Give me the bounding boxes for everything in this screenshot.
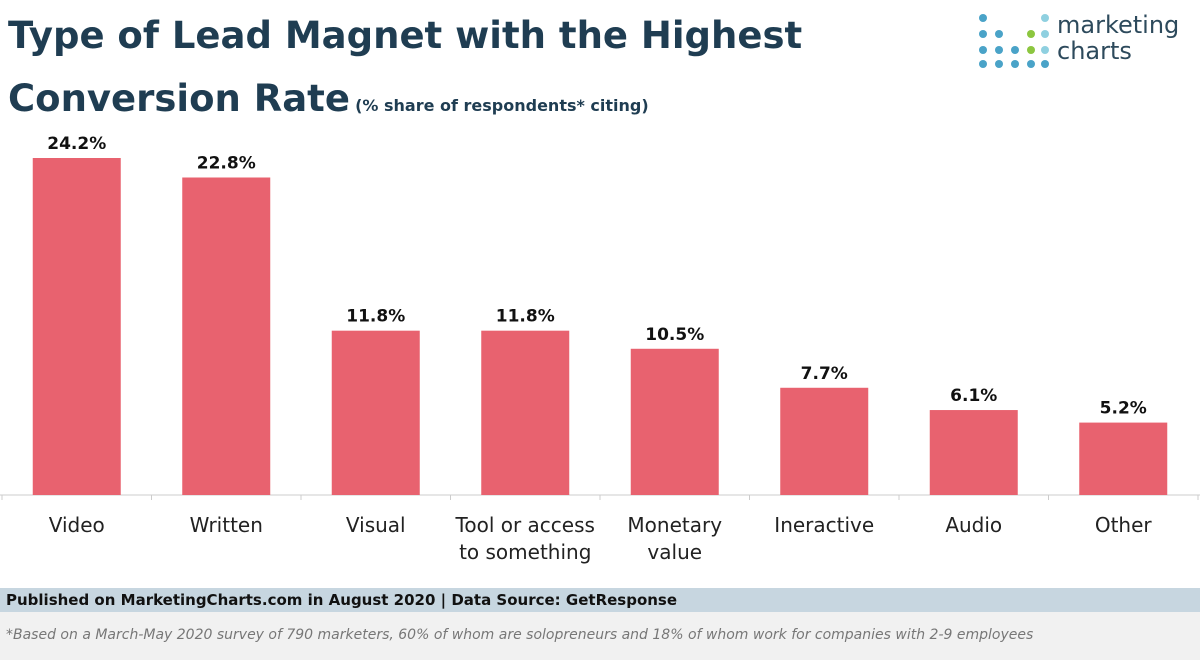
logo-line: charts bbox=[1057, 37, 1132, 65]
footnote: *Based on a March-May 2020 survey of 790… bbox=[0, 612, 1200, 660]
logo: marketing charts bbox=[975, 10, 1195, 70]
x-tick-label: Tool or access to something bbox=[455, 513, 595, 564]
x-tick-label: Written bbox=[189, 513, 263, 537]
logo-dots bbox=[979, 14, 1049, 68]
value-label: 6.1% bbox=[950, 386, 997, 406]
value-label: 5.2% bbox=[1100, 399, 1147, 419]
bar bbox=[780, 387, 869, 495]
x-tick-label: Ineractive bbox=[774, 513, 875, 537]
bar bbox=[481, 330, 570, 495]
value-label: 11.8% bbox=[346, 307, 405, 327]
x-tick-label: Other bbox=[1094, 513, 1152, 537]
bar bbox=[331, 330, 420, 495]
bar bbox=[182, 177, 271, 496]
value-label: 10.5% bbox=[645, 325, 704, 345]
bar bbox=[929, 410, 1018, 495]
chart-subtitle: (% share of respondents* citing) bbox=[355, 96, 649, 115]
chart-title: Type of Lead Magnet with the Highest Con… bbox=[8, 14, 803, 120]
logo-text: marketing charts bbox=[1057, 12, 1179, 64]
x-tick-label: Audio bbox=[945, 513, 1003, 537]
x-tick-label: Video bbox=[48, 513, 105, 537]
value-label: 24.2% bbox=[47, 134, 106, 154]
value-label: 7.7% bbox=[801, 364, 848, 384]
x-tick-label: Monetary value bbox=[627, 513, 723, 564]
x-tick-label: Visual bbox=[345, 513, 406, 537]
bar bbox=[630, 348, 719, 495]
chart: 24.2% 22.8% 11.8% 11.8% 10.5% 7.7% 6.1% 5.2% bbox=[0, 134, 1200, 500]
value-label: 11.8% bbox=[496, 307, 555, 327]
bar bbox=[32, 158, 121, 495]
published-bar: Published on MarketingCharts.com in Augu… bbox=[0, 588, 1200, 612]
title-block: Type of Lead Magnet with the Highest Con… bbox=[8, 8, 808, 134]
value-label: 22.8% bbox=[197, 153, 256, 173]
logo-line: marketing bbox=[1057, 11, 1180, 39]
bar bbox=[1079, 422, 1168, 495]
